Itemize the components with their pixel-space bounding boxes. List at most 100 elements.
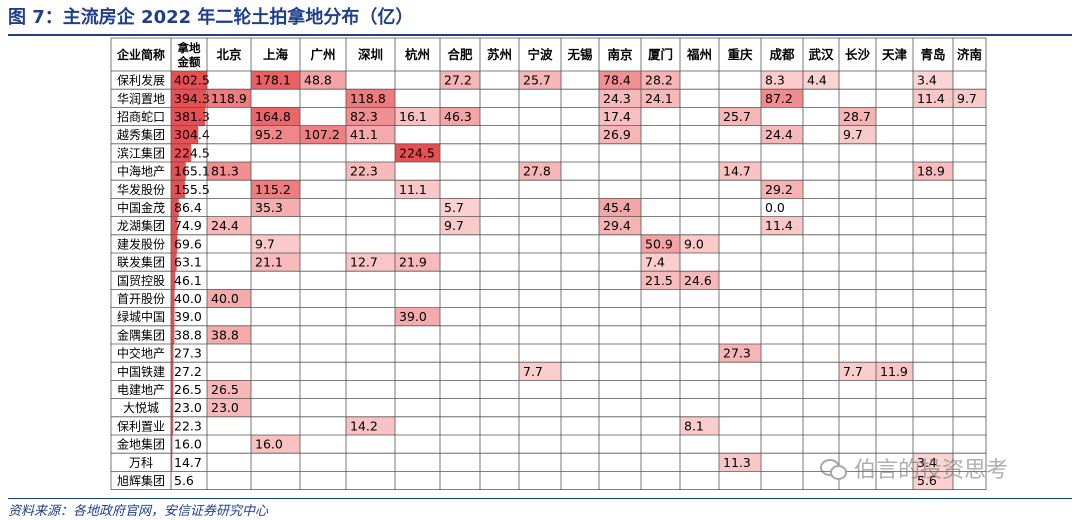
heat-cell [803,71,839,90]
heat-cell [207,380,251,399]
row-label: 电建地产 [117,383,165,397]
heat-cell [599,71,641,90]
heat-cell [251,107,300,126]
row-label: 保利置业 [117,419,165,433]
value-label: 9.0 [684,236,704,251]
heat-cell [719,453,761,472]
heat-cell [599,216,641,235]
value-label: 9.7 [444,218,464,233]
value-label: 41.1 [350,127,378,142]
heat-cell [346,125,395,144]
value-label: 115.2 [255,182,291,197]
total-bar [171,216,178,235]
heat-cell [761,180,803,199]
heat-cell [346,416,395,435]
row-label: 万科 [129,456,153,470]
value-label: 14.2 [350,418,378,433]
heat-cell [207,289,251,308]
value-label: 25.7 [723,109,751,124]
row-label: 中交地产 [117,346,165,361]
total-bar [171,89,207,108]
heat-cell [839,107,876,126]
total-bar [171,253,177,272]
value-label: 82.3 [350,109,378,124]
heat-cell [761,89,803,108]
column-header: 重庆 [727,47,753,62]
heat-cell [300,71,346,90]
total-bar [171,125,199,144]
total-label: 26.5 [174,382,202,397]
column-header: 长沙 [845,47,871,62]
value-label: 24.4 [765,127,793,142]
total-label: 402.5 [174,73,210,88]
total-label: 155.5 [174,182,210,197]
total-bar [171,453,173,472]
heat-cell [761,216,803,235]
heat-cell [519,162,561,181]
total-label: 5.6 [174,473,194,488]
heat-cell [719,162,761,181]
wechat-icon [820,457,847,480]
heat-cell [913,89,953,108]
value-label: 27.2 [444,73,472,88]
value-label: 11.1 [399,182,427,197]
heat-cell [207,325,251,344]
value-label: 16.0 [255,437,283,452]
total-label: 14.7 [174,455,202,470]
value-label: 5.6 [917,473,937,488]
total-label: 46.1 [174,273,202,288]
row-label: 中国铁建 [117,364,165,379]
value-label: 29.2 [765,182,793,197]
watermark-text: 伯言的投资思考 [854,458,1009,483]
column-header: 成都 [769,47,795,62]
heat-cell [346,162,395,181]
total-bar [171,344,174,363]
total-label: 165.1 [174,164,210,179]
heat-cell [641,89,680,108]
value-label: 16.1 [399,109,427,124]
column-header: 无锡 [566,47,593,62]
value-label: 4.4 [807,73,827,88]
total-bar [171,325,175,344]
row-label: 中国金茂 [117,200,165,215]
column-header: 厦门 [648,47,673,62]
heat-cell [913,453,953,472]
heat-cell [839,362,876,381]
heat-cell [599,107,641,126]
heat-cell [251,125,300,144]
row-label: 华润置地 [117,92,165,106]
heat-cell [680,271,719,290]
row-label: 中海地产 [117,164,165,179]
heat-cell [641,271,680,290]
row-label: 旭辉集团 [117,473,165,488]
total-label: 40.0 [174,291,202,306]
value-label: 24.4 [211,218,239,233]
heat-cell [913,71,953,90]
row-label: 招商蛇口 [117,109,165,124]
row-label: 建发股份 [117,236,165,251]
value-label: 24.3 [603,91,631,106]
column-header: 深圳 [358,47,383,62]
row-label: 华发股份 [117,182,165,197]
row-label: 越秀集团 [117,127,165,142]
heat-cell [395,143,440,162]
value-label: 23.0 [211,400,239,415]
column-header: 南京 [607,47,633,62]
heat-cell [251,198,300,217]
heat-cell [440,71,480,90]
row-label: 首开股份 [117,292,165,306]
total-label: 27.3 [174,346,202,361]
heat-cell [761,125,803,144]
heat-cell [346,107,395,126]
heat-cell [719,107,761,126]
value-label: 164.8 [255,109,291,124]
heat-cell [599,125,641,144]
total-bar [171,198,179,217]
total-bar [171,416,173,435]
heat-cell [251,180,300,199]
value-label: 8.1 [684,418,704,433]
heat-cell [207,398,251,417]
total-label: 23.0 [174,400,202,415]
row-label: 联发集团 [117,255,165,270]
